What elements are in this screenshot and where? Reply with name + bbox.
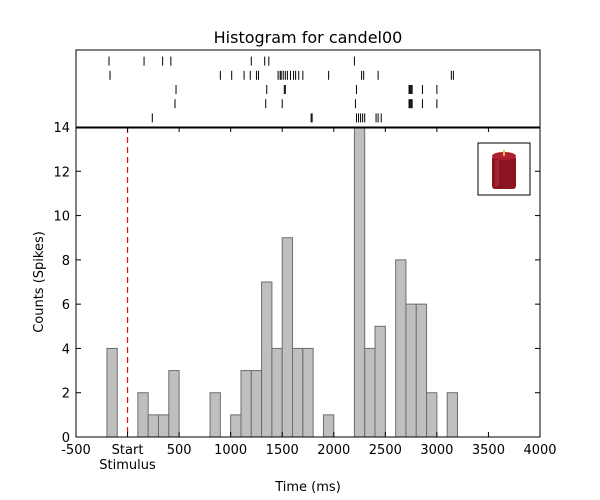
y-tick-label: 4 [62,342,70,357]
histogram-bar [261,281,273,438]
candle-inset [477,142,531,196]
histogram-bar [405,303,417,438]
x-axis-ticks: -500 Start 500 1000 1500 2000 2500 3000 3500 4000 [61,127,557,458]
raster-panel [75,49,541,128]
x-tick-label: 3500 [472,443,505,458]
y-axis-label: Counts (Spikes) [32,231,47,333]
histogram-bar [302,347,314,438]
x-tick-label: 1000 [214,443,247,458]
histogram-bar [415,303,428,438]
histogram-bar [322,414,335,438]
x-tick-label: 2000 [317,443,350,458]
histogram-bar [395,259,407,438]
x-tick-label: 1500 [266,443,299,458]
red-candle-icon [492,150,516,189]
histogram-bar [446,392,459,438]
chart-title: Histogram for candel00 [214,28,403,47]
x-tick-label: 2500 [369,443,402,458]
y-tick-label: 14 [53,121,70,136]
histogram-bars [106,126,459,438]
histogram-bar [374,325,386,438]
histogram-bar [230,414,242,438]
y-tick-label: 6 [62,298,70,313]
histogram-bar [240,370,252,438]
x-tick-label: 4000 [523,443,556,458]
x-tick-label: -500 [61,443,91,458]
y-tick-label: 12 [53,165,70,180]
histogram-bar [426,392,438,438]
histogram-bar [281,237,294,438]
histogram-bar [168,370,180,438]
histogram-bar [209,392,221,438]
histogram-bar [106,347,118,438]
stimulus-sublabel: Stimulus [99,458,156,473]
y-tick-label: 10 [53,210,70,225]
y-axis-ticks: 0 2 4 6 8 10 12 14 [53,121,540,446]
histogram-bar [157,414,170,438]
y-tick-label: 8 [62,254,70,269]
histogram-bar [147,414,159,438]
histogram-bar [271,347,283,438]
y-tick-label: 0 [62,431,70,446]
histogram-bar [292,347,304,438]
raster-marks [108,56,454,123]
histogram-bar [353,126,366,438]
histogram-panel: -500 Start 500 1000 1500 2000 2500 3000 3500 4000… [53,121,556,458]
x-tick-label: Start [112,443,144,458]
raster-frame [75,49,541,128]
histogram-bar [364,347,376,438]
histogram-bar [137,392,149,438]
y-tick-label: 2 [62,387,70,402]
histogram-bar [250,370,263,438]
x-tick-label: 500 [167,443,192,458]
x-axis-label: Time (ms) [274,480,341,495]
x-tick-label: 3000 [420,443,453,458]
